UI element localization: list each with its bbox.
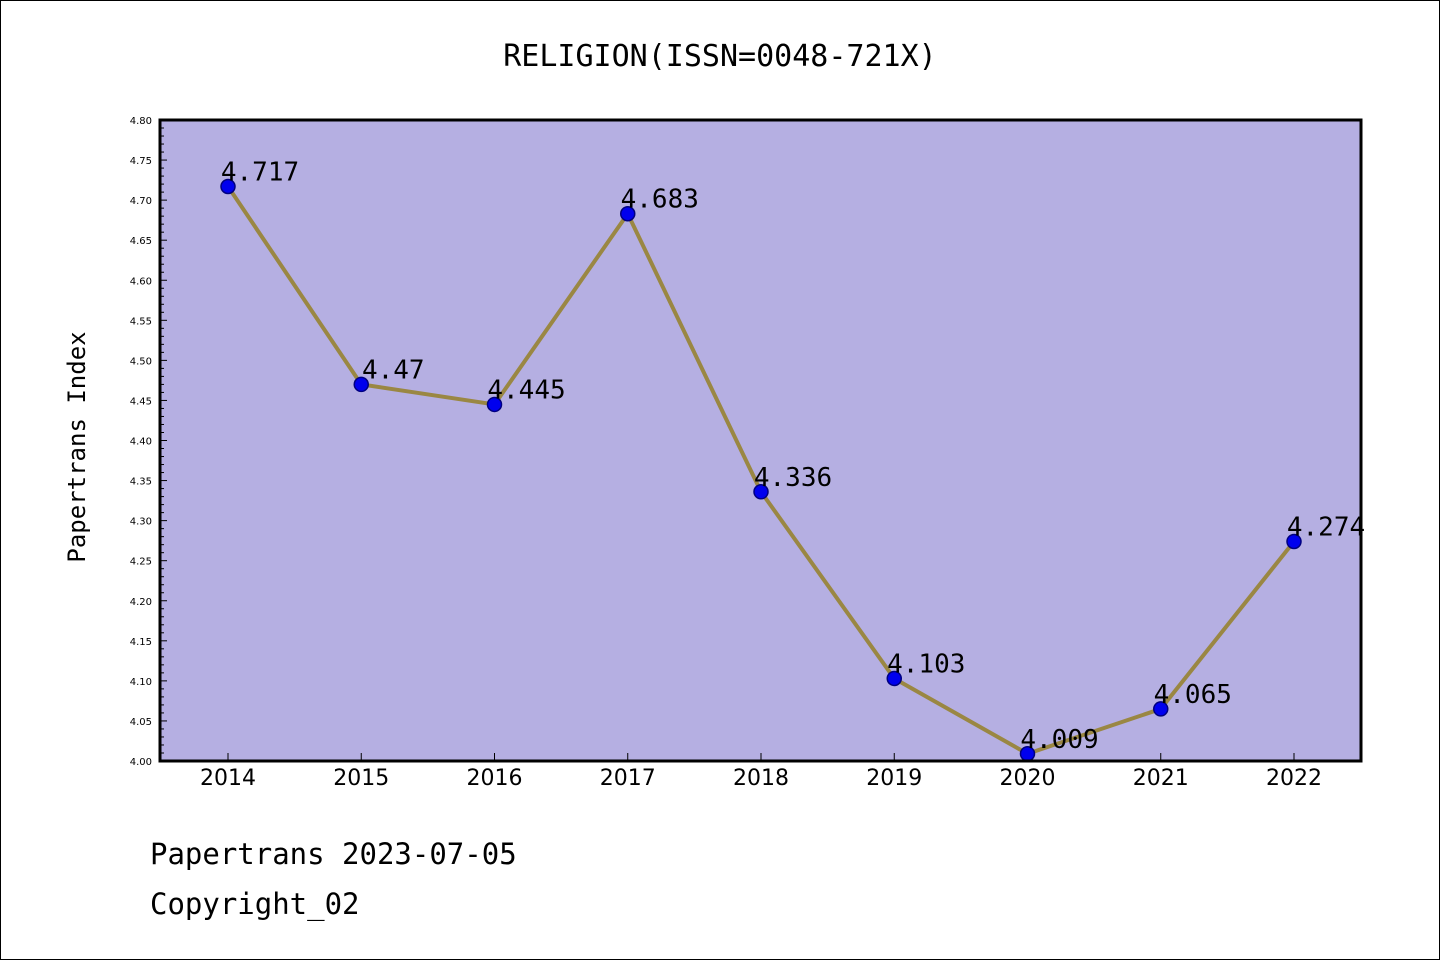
data-label: 4.47 — [362, 355, 425, 385]
footer-date: Papertrans 2023-07-05 — [150, 837, 517, 871]
data-point — [1153, 701, 1169, 717]
y-tick-label: 4.40 — [130, 437, 152, 448]
data-point — [353, 376, 369, 393]
data-point — [886, 670, 902, 687]
data-points — [220, 178, 1302, 762]
data-point — [486, 396, 503, 413]
data-point — [620, 205, 636, 222]
data-label: 4.009 — [1020, 725, 1098, 755]
data-label: 4.717 — [221, 158, 299, 188]
x-tick-label: 2022 — [1266, 766, 1322, 791]
data-point — [753, 484, 769, 500]
y-axis-label: Papertrans Index — [63, 331, 91, 562]
y-tick-label: 4.05 — [130, 717, 152, 728]
x-tick-label: 2014 — [200, 766, 256, 791]
x-tick-label: 2021 — [1133, 766, 1189, 791]
y-tick-label: 4.00 — [130, 757, 152, 768]
data-label: 4.336 — [754, 463, 832, 493]
x-tick-label: 2016 — [467, 766, 523, 791]
y-tick-label: 4.50 — [130, 356, 152, 367]
data-label: 4.445 — [487, 375, 565, 405]
x-axis: 2014 2015 2016 2017 2018 2019 2020 2021 2022 — [200, 753, 1322, 791]
x-tick-label: 2019 — [866, 766, 922, 791]
x-tick-label: 2020 — [1000, 766, 1056, 791]
footer-copyright: Copyright_02 — [150, 887, 360, 922]
y-tick-label: 4.20 — [130, 597, 152, 608]
data-label: 4.274 — [1287, 512, 1365, 542]
x-tick-label: 2018 — [733, 766, 789, 791]
plot-area — [160, 120, 1361, 761]
y-tick-label: 4.25 — [130, 557, 152, 568]
y-tick-label: 4.10 — [130, 677, 152, 688]
data-point — [1286, 533, 1302, 550]
y-tick-label: 4.80 — [130, 116, 152, 127]
plot-border — [158, 118, 1363, 763]
data-labels: 4.717 4.47 4.445 4.683 4.336 4.103 4.009 4.065 4… — [221, 158, 1365, 755]
y-tick-label: 4.35 — [130, 477, 152, 488]
y-tick-label: 4.30 — [130, 517, 152, 528]
x-tick-label: 2015 — [333, 766, 389, 791]
data-label: 4.103 — [887, 649, 965, 679]
y-tick-label: 4.60 — [130, 276, 152, 287]
y-tick-label: 4.45 — [130, 396, 152, 407]
data-label: 4.065 — [1154, 680, 1232, 710]
y-tick-label: 4.15 — [130, 637, 152, 648]
y-tick-label: 4.75 — [130, 156, 152, 167]
y-tick-label: 4.55 — [130, 316, 152, 327]
y-axis: 4.00 4.05 4.10 4.15 4.20 4.25 4.30 4.35 4.40 4.45… — [130, 116, 167, 768]
chart-title: RELIGION(ISSN=0048-721X) — [503, 39, 936, 74]
data-label: 4.683 — [621, 185, 699, 215]
x-tick-label: 2017 — [600, 766, 656, 791]
y-tick-label: 4.70 — [130, 196, 152, 207]
data-point — [220, 178, 236, 195]
y-tick-label: 4.65 — [130, 236, 152, 247]
